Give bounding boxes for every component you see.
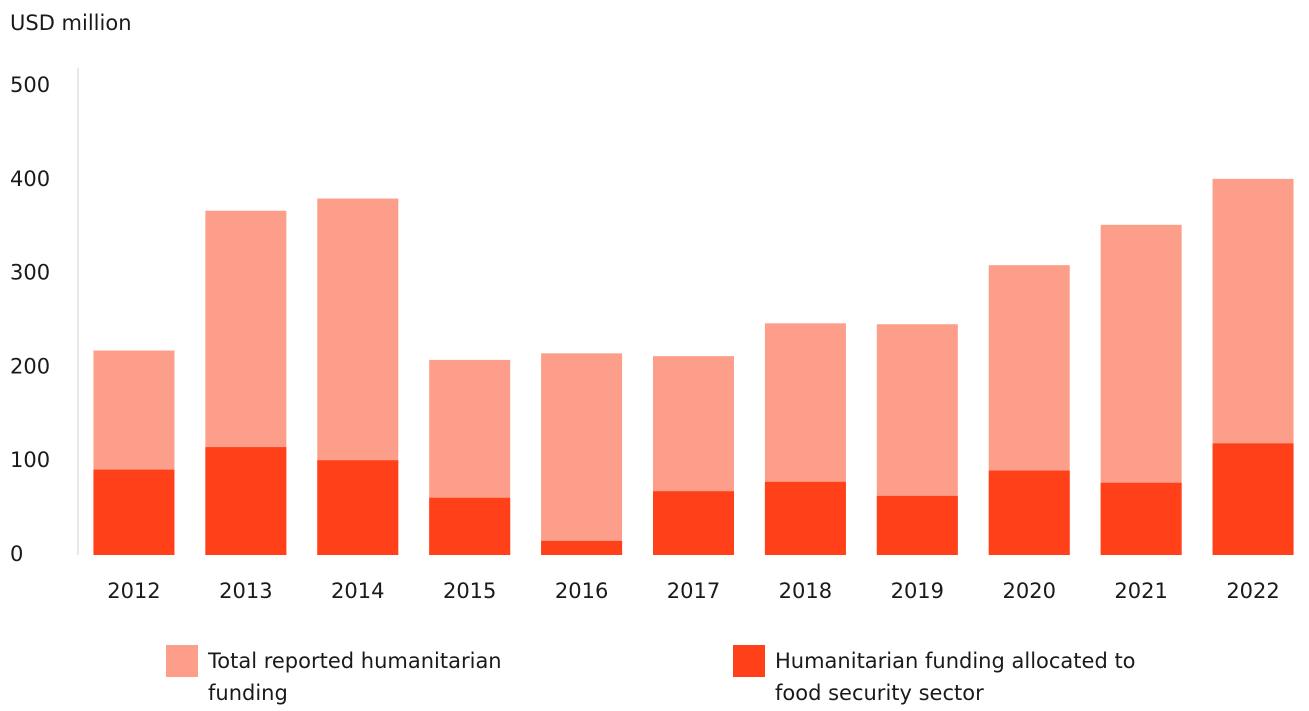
bar	[988, 470, 1070, 555]
x-tick-label: 2019	[891, 579, 944, 603]
legend-item: Humanitarian funding allocated to food s…	[733, 645, 1175, 709]
x-tick-label: 2018	[779, 579, 832, 603]
legend-swatch	[166, 645, 198, 677]
bar	[1212, 443, 1294, 555]
legend-label: Humanitarian funding allocated to food s…	[775, 649, 1136, 705]
bar	[205, 447, 287, 555]
y-tick-label: 0	[10, 542, 23, 566]
legend-label: Total reported humanitarian funding	[208, 649, 502, 705]
y-tick-label: 500	[10, 73, 50, 97]
bar	[317, 460, 399, 555]
x-tick-label: 2022	[1226, 579, 1279, 603]
legend-swatch	[733, 645, 765, 677]
y-tick-label: 300	[10, 261, 50, 285]
y-tick-label: 400	[10, 167, 50, 191]
bar	[541, 540, 623, 555]
x-tick-label: 2012	[107, 579, 160, 603]
y-axis-label: USD million	[10, 11, 132, 35]
x-tick-label: 2016	[555, 579, 608, 603]
bar	[429, 497, 511, 555]
x-tick-label: 2013	[219, 579, 272, 603]
bar	[541, 353, 623, 555]
x-tick-label: 2015	[443, 579, 496, 603]
x-tick-label: 2017	[667, 579, 720, 603]
y-tick-label: 200	[10, 354, 50, 378]
x-tick-label: 2021	[1114, 579, 1167, 603]
legend-item: Total reported humanitarian funding	[166, 645, 568, 709]
bar	[653, 491, 734, 555]
bar	[1100, 482, 1182, 555]
bar	[764, 481, 846, 555]
x-tick-label: 2014	[331, 579, 384, 603]
bar	[876, 495, 958, 555]
y-tick-label: 100	[10, 448, 50, 472]
bar	[93, 469, 175, 555]
x-tick-label: 2020	[1003, 579, 1056, 603]
